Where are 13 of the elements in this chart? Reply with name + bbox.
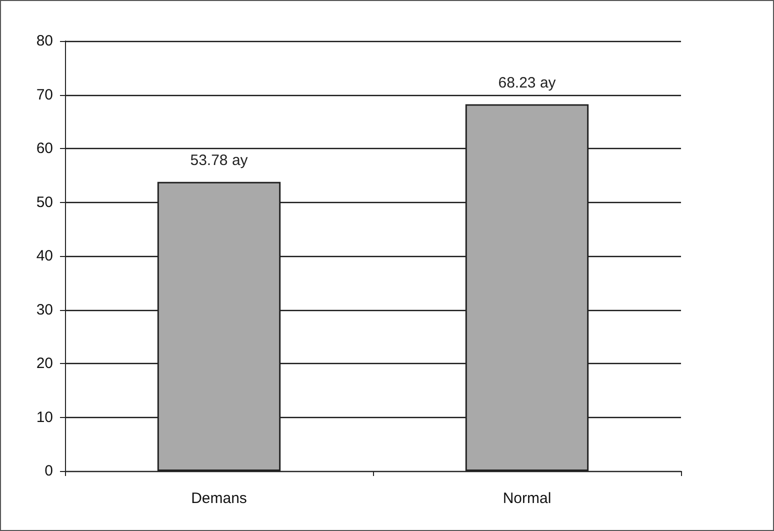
y-tick-label: 50 — [36, 194, 53, 211]
y-tick-label: 80 — [36, 32, 53, 50]
data-label: 53.78 ay — [190, 152, 248, 169]
x-tick-label: Normal — [502, 490, 552, 507]
y-tick-label: 10 — [36, 408, 53, 426]
y-tick-label: 60 — [36, 140, 53, 157]
y-tick-label: 70 — [36, 86, 53, 104]
y-tick-label: 20 — [36, 355, 53, 372]
y-tick-label: 30 — [36, 301, 53, 318]
data-label: 68.23 ay — [498, 74, 556, 92]
y-tick-label: 0 — [44, 462, 53, 480]
y-tick-label: 40 — [36, 248, 53, 264]
x-tick-label: Demans — [191, 490, 247, 507]
